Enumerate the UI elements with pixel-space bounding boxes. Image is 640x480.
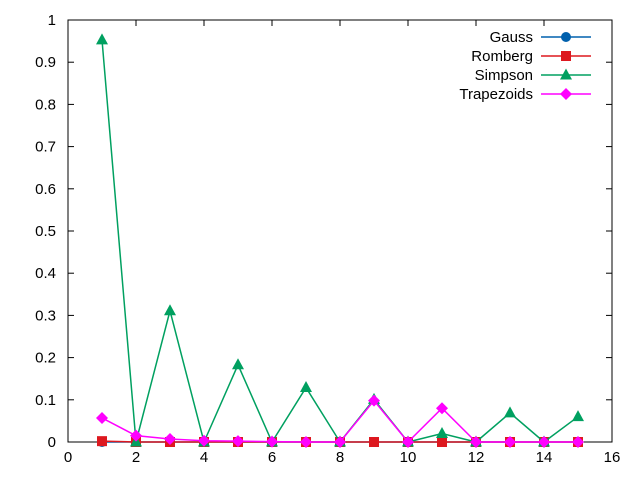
y-tick-label: 0 [48,434,56,451]
data-point [198,434,210,447]
x-tick-label: 8 [336,449,344,466]
y-tick-label: 0.5 [35,223,56,240]
data-point [96,411,108,424]
data-point [164,304,176,316]
data-point [96,33,108,45]
data-point [300,381,312,393]
data-point [266,435,278,448]
data-point [572,436,584,448]
y-tick-label: 0.2 [35,350,56,367]
data-point [436,427,448,439]
legend-label: Trapezoids [459,86,533,103]
legend-label: Romberg [471,48,533,65]
data-point [334,436,346,448]
legend-marker [560,88,572,100]
data-point [232,358,244,370]
y-tick-label: 0.4 [35,265,56,282]
data-point [300,436,312,448]
y-tick-label: 0.7 [35,139,56,156]
data-point [232,435,244,448]
legend: Gauss Romberg Simpson Trapezoids [459,29,591,103]
legend-marker [560,68,572,80]
data-point [538,436,550,448]
x-tick-label: 16 [604,449,621,466]
x-tick-label: 10 [400,449,417,466]
y-tick-label: 0.6 [35,181,56,198]
x-tick-label: 14 [536,449,553,466]
data-point [368,394,380,407]
series-trapezoids [96,394,584,448]
y-tick-label: 1 [48,12,56,29]
data-point [164,433,176,446]
legend-marker [561,32,571,42]
x-tick-label: 0 [64,449,72,466]
x-tick-label: 6 [268,449,276,466]
legend-marker [561,51,571,61]
data-point [436,402,448,415]
data-point [402,436,414,448]
legend-label: Gauss [490,29,533,46]
legend-label: Simpson [475,67,533,84]
axis-ticks: 0 2 4 6 8 10 12 14 16 0 0.1 0.2 0.3 0.4 0.5 0.6 0.7 0.8 0.… [35,12,620,466]
data-point [437,437,447,447]
data-point [572,410,584,422]
y-tick-label: 0.9 [35,54,56,71]
y-tick-label: 0.8 [35,96,56,113]
data-point [369,437,379,447]
data-point [504,406,516,418]
data-point [97,436,107,447]
y-tick-label: 0.3 [35,307,56,324]
y-tick-label: 0.1 [35,392,56,409]
data-point [470,436,482,448]
x-tick-label: 2 [132,449,140,466]
series-layer [96,33,584,448]
x-tick-label: 4 [200,449,208,466]
data-point [130,429,142,442]
data-point [504,436,516,448]
x-tick-label: 12 [468,449,485,466]
